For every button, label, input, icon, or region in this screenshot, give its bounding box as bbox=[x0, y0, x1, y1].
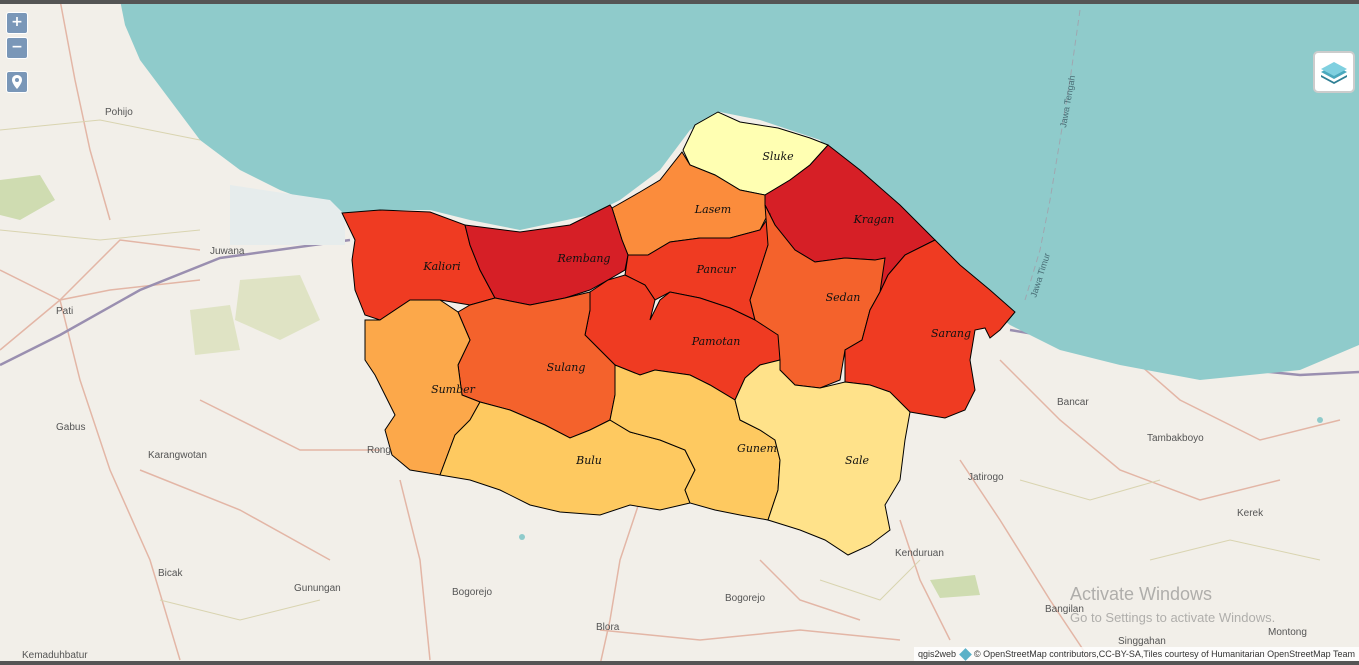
bottom-border bbox=[0, 661, 1359, 665]
place-label: Kenduruan bbox=[895, 548, 944, 559]
layers-icon bbox=[1321, 62, 1347, 84]
place-label: Juwana bbox=[210, 246, 245, 257]
place-label: Bangilan bbox=[1045, 604, 1084, 615]
place-label: Tambakboyo bbox=[1147, 433, 1204, 444]
district-label: Sumber bbox=[431, 383, 476, 396]
place-label: Rong bbox=[367, 445, 391, 456]
district-label: Rembang bbox=[557, 252, 611, 265]
green-area bbox=[930, 575, 980, 598]
qgis-logo-icon bbox=[958, 648, 972, 661]
place-label: Bogorejo bbox=[452, 587, 492, 598]
place-labels: Pohijo Juwana Pati Gabus Karangwotan Bic… bbox=[22, 107, 1307, 661]
district-label: Pamotan bbox=[691, 335, 741, 348]
place-label: Jatirogo bbox=[968, 472, 1004, 483]
place-label: Bicak bbox=[158, 568, 183, 579]
place-label: Blora bbox=[596, 622, 620, 633]
sea-boundary bbox=[1024, 9, 1081, 301]
activation-watermark-title: Activate Windows bbox=[1070, 584, 1213, 604]
place-label: Gunungan bbox=[294, 583, 341, 594]
district-label: Sarang bbox=[931, 327, 971, 340]
osm-attribution[interactable]: © OpenStreetMap contributors,CC-BY-SA,Ti… bbox=[974, 649, 1355, 659]
attribution-bar: qgis2web © OpenStreetMap contributors,CC… bbox=[913, 647, 1359, 661]
place-label: Gabus bbox=[56, 422, 85, 433]
zoom-control: + − bbox=[6, 12, 28, 59]
district-sale[interactable] bbox=[734, 359, 911, 556]
locate-button[interactable] bbox=[6, 71, 28, 93]
water-feature bbox=[519, 534, 525, 540]
place-label: Pati bbox=[56, 306, 73, 317]
map-pin-icon bbox=[12, 75, 22, 89]
district-label: Gunem bbox=[737, 442, 777, 455]
activation-watermark-subtitle: Go to Settings to activate Windows. bbox=[1070, 610, 1276, 625]
district-label: Sulang bbox=[547, 361, 586, 374]
provincial-road bbox=[0, 238, 351, 367]
place-label: Karangwotan bbox=[148, 450, 207, 461]
place-label: Bogorejo bbox=[725, 593, 765, 604]
qgis2web-link[interactable]: qgis2web bbox=[917, 649, 956, 659]
district-label: Lasem bbox=[694, 203, 731, 216]
district-label: Sedan bbox=[826, 291, 861, 304]
layers-button[interactable] bbox=[1313, 51, 1355, 93]
place-label: Kemaduhbatur bbox=[22, 650, 88, 661]
sea bbox=[120, 0, 1359, 380]
top-border bbox=[0, 0, 1359, 4]
district-label: Pancur bbox=[695, 263, 736, 276]
place-label: Kerek bbox=[1237, 508, 1264, 519]
green-area bbox=[0, 175, 55, 220]
district-label: Kaliori bbox=[422, 260, 460, 273]
district-label: Sluke bbox=[762, 150, 794, 163]
district-kaliori[interactable] bbox=[341, 209, 496, 321]
place-label: Singgahan bbox=[1118, 636, 1166, 647]
zoom-in-button[interactable]: + bbox=[6, 12, 28, 34]
district-sarang[interactable] bbox=[844, 239, 1016, 419]
district-labels: Sluke Lasem Kragan Kaliori Rembang Pancu… bbox=[422, 150, 971, 467]
district-label: Kragan bbox=[853, 213, 895, 226]
place-label: Bancar bbox=[1057, 397, 1089, 408]
districts-layer bbox=[341, 111, 1016, 556]
green-area bbox=[235, 275, 320, 340]
district-label: Bulu bbox=[575, 454, 602, 467]
district-label: Sale bbox=[845, 454, 870, 467]
place-label: Montong bbox=[1268, 627, 1307, 638]
district-rembang[interactable] bbox=[464, 204, 629, 306]
zoom-out-button[interactable]: − bbox=[6, 37, 28, 59]
water-feature bbox=[1317, 417, 1323, 423]
shallow-area bbox=[230, 185, 345, 245]
minor-roads bbox=[0, 119, 1321, 621]
place-label: Pohijo bbox=[105, 107, 133, 118]
green-area bbox=[190, 305, 240, 355]
